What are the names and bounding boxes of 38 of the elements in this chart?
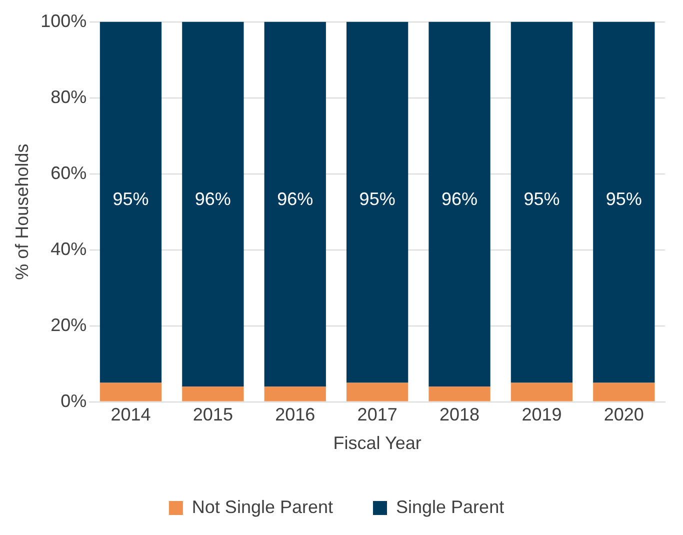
- bar: [428, 386, 490, 402]
- bar: [100, 22, 162, 383]
- bar: [100, 382, 162, 402]
- bar: [346, 382, 408, 402]
- y-tick-label: 40%: [50, 238, 87, 259]
- legend-label: Not Single Parent: [192, 496, 334, 517]
- bar: [510, 382, 573, 402]
- bar: [428, 22, 490, 387]
- x-tick-label: 2020: [604, 404, 644, 425]
- x-tick-label: 2016: [275, 404, 316, 425]
- y-tick-label: 80%: [50, 86, 87, 107]
- y-tick-label: 60%: [50, 162, 87, 183]
- data-label: 95%: [524, 188, 560, 209]
- x-tick-label: 2019: [522, 404, 562, 425]
- x-tick-label: 2015: [192, 404, 233, 425]
- bar: [593, 22, 655, 383]
- data-label: 95%: [359, 188, 396, 209]
- y-axis-title: % of Households: [12, 144, 32, 280]
- data-label: 96%: [194, 188, 231, 209]
- bar: [264, 386, 326, 402]
- data-label: 96%: [442, 188, 478, 209]
- y-tick-label: 100%: [40, 10, 87, 31]
- x-tick-label: 2017: [357, 404, 398, 425]
- bar: [510, 22, 573, 383]
- bar: [182, 22, 244, 387]
- y-tick-label: 20%: [50, 314, 87, 335]
- data-label: 96%: [277, 188, 314, 209]
- x-tick-label: 2018: [439, 404, 480, 425]
- legend-label: Single Parent: [396, 496, 504, 517]
- x-tick-label: 2014: [110, 404, 151, 425]
- x-axis-title: Fiscal Year: [333, 433, 422, 454]
- bar: [264, 22, 326, 387]
- bar: [346, 22, 408, 383]
- y-tick-label: 0%: [60, 390, 87, 411]
- data-label: 95%: [606, 188, 642, 209]
- data-label: 95%: [112, 188, 149, 209]
- bar: [182, 386, 244, 402]
- bar: [593, 382, 655, 402]
